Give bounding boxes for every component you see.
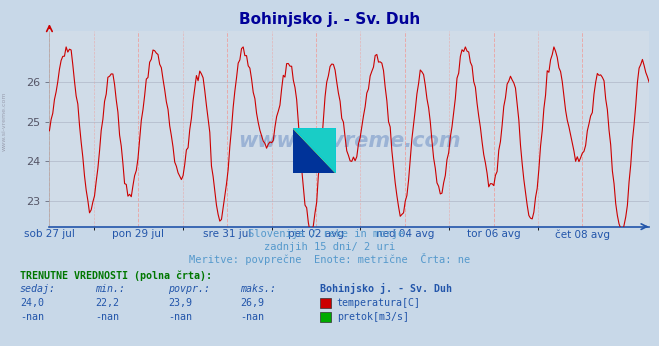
Text: 24,0: 24,0 (20, 298, 43, 308)
Text: -nan: -nan (20, 312, 43, 322)
Polygon shape (293, 128, 336, 173)
Polygon shape (293, 128, 336, 173)
Text: pretok[m3/s]: pretok[m3/s] (337, 312, 409, 322)
Text: 26,9: 26,9 (241, 298, 264, 308)
Text: povpr.:: povpr.: (168, 284, 210, 294)
Text: Bohinjsko j. - Sv. Duh: Bohinjsko j. - Sv. Duh (239, 12, 420, 27)
Polygon shape (293, 128, 336, 173)
Text: Bohinjsko j. - Sv. Duh: Bohinjsko j. - Sv. Duh (320, 283, 451, 294)
Text: min.:: min.: (96, 284, 126, 294)
Text: -nan: -nan (96, 312, 119, 322)
Text: sedaj:: sedaj: (20, 284, 56, 294)
Text: Meritve: povprečne  Enote: metrične  Črta: ne: Meritve: povprečne Enote: metrične Črta:… (189, 253, 470, 265)
Text: 23,9: 23,9 (168, 298, 192, 308)
Text: zadnjih 15 dni/ 2 uri: zadnjih 15 dni/ 2 uri (264, 242, 395, 252)
Text: Slovenija / reke in morje.: Slovenija / reke in morje. (248, 229, 411, 239)
Text: -nan: -nan (168, 312, 192, 322)
Text: TRENUTNE VREDNOSTI (polna črta):: TRENUTNE VREDNOSTI (polna črta): (20, 270, 212, 281)
Text: maks.:: maks.: (241, 284, 277, 294)
Text: www.si-vreme.com: www.si-vreme.com (2, 91, 7, 151)
Text: -nan: -nan (241, 312, 264, 322)
Text: 22,2: 22,2 (96, 298, 119, 308)
Text: www.si-vreme.com: www.si-vreme.com (238, 130, 461, 151)
Text: temperatura[C]: temperatura[C] (337, 298, 420, 308)
